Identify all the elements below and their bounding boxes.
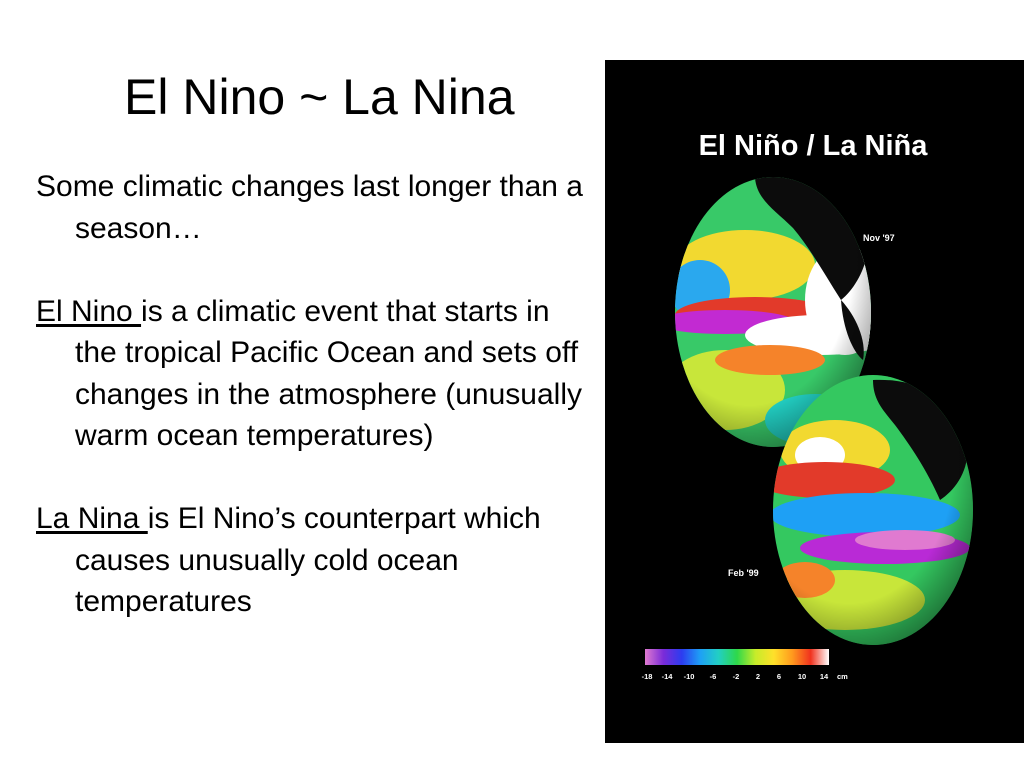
scale-tick: 2 xyxy=(756,672,760,681)
scale-unit: cm xyxy=(837,672,848,681)
color-scale-bar xyxy=(645,649,829,665)
scale-tick: -14 xyxy=(662,672,674,681)
color-scale-ticks: -18 -14 -10 -6 -2 2 6 10 14 cm xyxy=(642,672,849,681)
paragraph-intro: Some climatic changes last longer than a… xyxy=(36,166,591,249)
scale-tick: 10 xyxy=(798,672,806,681)
scale-tick: -18 xyxy=(642,672,653,681)
scale-tick: -2 xyxy=(733,672,740,681)
scale-tick: 6 xyxy=(777,672,781,681)
paragraph-el-nino-text: is a climatic event that starts in the t… xyxy=(75,294,582,453)
globe-nov-97 xyxy=(675,177,871,447)
term-la-nina: La Nina xyxy=(36,502,148,535)
paragraph-intro-text: Some climatic changes last longer than a… xyxy=(36,170,583,245)
paragraph-el-nino: El Nino is a climatic event that starts … xyxy=(36,291,591,457)
enso-figure-graphic: El Niño / La Niña Nov '97 xyxy=(642,130,973,681)
paragraph-la-nina: La Nina is El Nino’s counterpart which c… xyxy=(36,498,591,623)
figure-title: El Niño / La Niña xyxy=(699,130,929,162)
scale-tick: 14 xyxy=(820,672,829,681)
paragraph-la-nina-text: is El Nino’s counterpart which causes un… xyxy=(75,502,541,618)
term-el-nino: El Nino xyxy=(36,294,142,328)
globe-date-nov-97: Nov '97 xyxy=(863,233,895,243)
slide-body: Some climatic changes last longer than a… xyxy=(36,166,591,623)
globe-date-feb-99: Feb '99 xyxy=(728,568,759,578)
enso-figure: El Niño / La Niña Nov '97 xyxy=(605,60,1024,743)
scale-tick: -6 xyxy=(710,672,717,681)
globe-feb-99 xyxy=(773,375,973,645)
slide-title: El Nino ~ La Nina xyxy=(124,69,515,125)
scale-tick: -10 xyxy=(684,672,695,681)
